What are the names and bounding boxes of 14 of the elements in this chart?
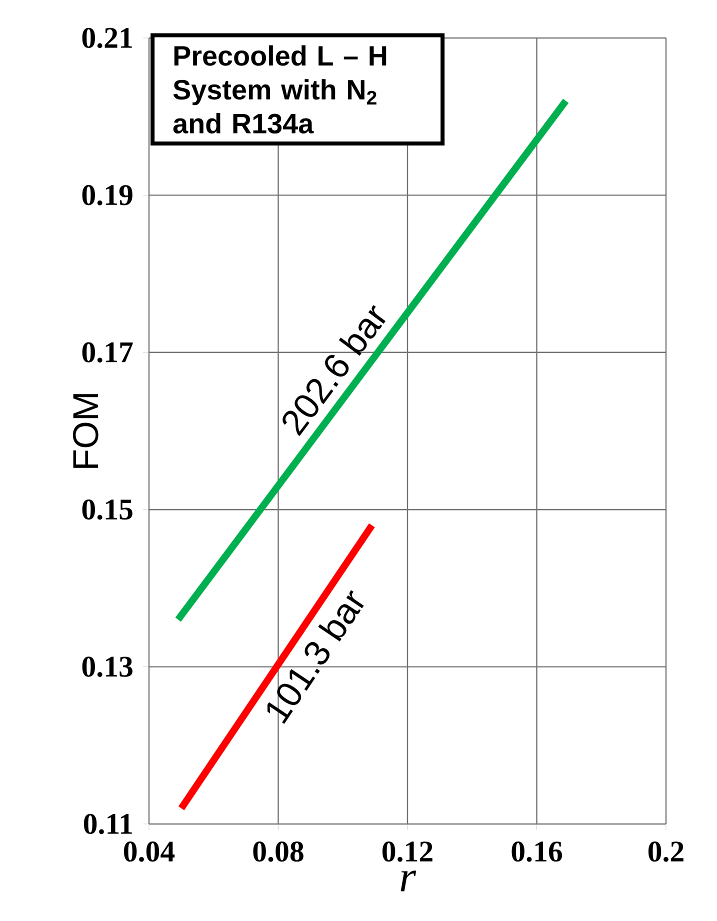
x-tick-label: 0.04 <box>124 842 175 862</box>
x-tick-label: 0.12 <box>382 842 432 862</box>
y-axis-title: FOM <box>72 394 98 468</box>
x-tick-label: 0.08 <box>253 842 304 862</box>
y-tick-label: 0.13 <box>82 656 132 677</box>
x-tick-label: 0.2 <box>648 842 684 862</box>
chart-title: Precooled L – H System with N$_{2}$ and R134a <box>173 45 386 134</box>
x-axis-title: r <box>400 870 416 892</box>
x-tick-label: 0.16 <box>512 842 562 862</box>
y-tick-label: 0.21 <box>82 28 132 48</box>
y-tick-label: 0.15 <box>82 499 132 520</box>
y-tick-label: 0.19 <box>82 185 132 206</box>
y-tick-label: 0.11 <box>84 814 132 834</box>
y-tick-label: 0.17 <box>82 342 133 363</box>
